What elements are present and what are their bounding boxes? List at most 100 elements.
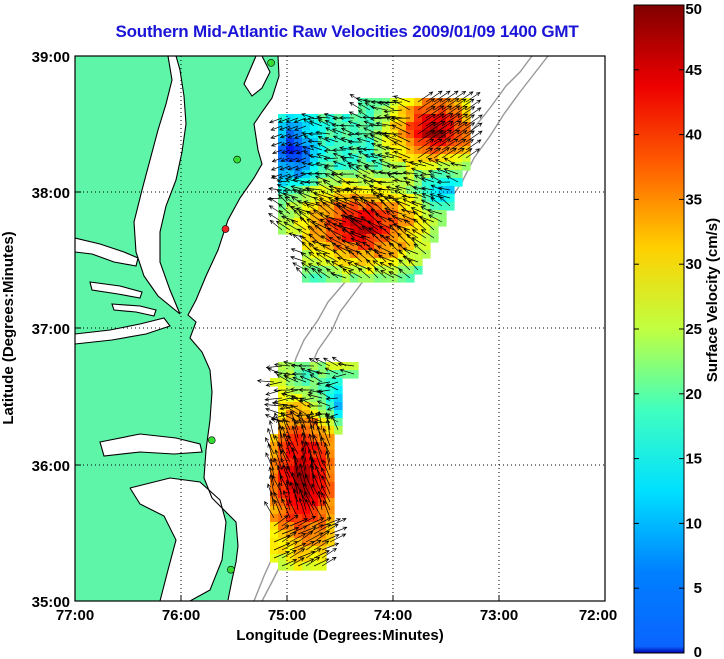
velocity-arrow [277, 425, 283, 447]
velocity-cell [278, 506, 287, 515]
velocity-arrow [392, 165, 411, 170]
velocity-arrow [384, 134, 403, 143]
velocity-arrow [278, 203, 291, 215]
velocity-cell [366, 170, 375, 179]
velocity-cell [310, 554, 319, 563]
y-tick-label: 36:00 [32, 458, 70, 475]
velocity-cell [382, 122, 391, 131]
velocity-arrow [281, 149, 291, 154]
velocity-cell [294, 130, 303, 139]
velocity-cell [286, 378, 295, 387]
velocity-cell [326, 418, 335, 427]
velocity-arrow [280, 157, 291, 163]
velocity-cell [366, 146, 375, 155]
velocity-cell [414, 202, 423, 211]
velocity-cell [286, 226, 295, 235]
velocity-arrow [371, 233, 387, 247]
velocity-arrow [418, 215, 435, 223]
velocity-cell [406, 146, 415, 155]
velocity-cell [302, 490, 311, 499]
velocity-arrow [308, 154, 323, 159]
velocity-cell [342, 210, 351, 219]
velocity-cell [382, 258, 391, 267]
velocity-arrow [369, 179, 387, 184]
velocity-cell [366, 234, 375, 243]
velocity-cell [342, 138, 351, 147]
velocity-arrow [384, 100, 403, 105]
velocity-cell [454, 154, 463, 163]
velocity-cell [326, 426, 335, 435]
velocity-arrow [303, 135, 315, 143]
velocity-arrow [457, 98, 475, 111]
velocity-arrow [292, 188, 307, 199]
velocity-arrow [297, 228, 315, 239]
velocity-cell [438, 218, 447, 227]
velocity-cell [358, 274, 367, 283]
velocity-cell [430, 218, 439, 227]
velocity-arrow [308, 357, 323, 367]
velocity-arrow [323, 223, 339, 239]
velocity-cell [366, 210, 375, 219]
velocity-cell [294, 194, 303, 203]
velocity-arrow [376, 245, 395, 255]
velocity-arrow [350, 217, 371, 231]
velocity-cell [342, 370, 351, 379]
velocity-cell [342, 274, 351, 283]
velocity-cell [270, 530, 279, 539]
velocity-arrow [450, 162, 467, 167]
velocity-arrow [360, 216, 379, 231]
velocity-cell [270, 538, 279, 547]
velocity-cell [326, 458, 335, 467]
velocity-cell [334, 402, 343, 411]
velocity-cell [286, 138, 295, 147]
velocity-cell [326, 130, 335, 139]
velocity-cell [390, 210, 399, 219]
velocity-cell [278, 522, 287, 531]
x-tick-label: 75:00 [268, 607, 306, 624]
velocity-cell [302, 450, 311, 459]
velocity-arrow [427, 157, 443, 167]
velocity-arrow [359, 197, 379, 207]
velocity-cell [366, 242, 375, 251]
velocity-cell [278, 186, 287, 195]
velocity-arrow [276, 179, 291, 184]
velocity-cell [302, 170, 311, 179]
velocity-cell [366, 114, 375, 123]
velocity-cell [454, 130, 463, 139]
velocity-cell [422, 154, 431, 163]
velocity-arrow [385, 116, 403, 127]
velocity-arrow [402, 255, 419, 263]
velocity-arrow [411, 229, 427, 239]
velocity-cell [286, 458, 295, 467]
velocity-cell [318, 242, 327, 251]
velocity-cell [294, 538, 303, 547]
velocity-cell [438, 130, 447, 139]
velocity-cell [358, 106, 367, 115]
potomac-river [75, 238, 138, 266]
velocity-cell [406, 178, 415, 187]
velocity-arrow [433, 147, 450, 159]
velocity-cell [326, 482, 335, 491]
velocity-cell [294, 218, 303, 227]
velocity-cell [286, 402, 295, 411]
velocity-arrow [393, 178, 411, 183]
velocity-arrow [273, 515, 289, 527]
y-tick-label: 39:00 [32, 49, 70, 66]
velocity-cell [406, 242, 415, 251]
velocity-arrow [289, 481, 299, 503]
velocity-arrow [457, 114, 475, 127]
velocity-arrow [413, 243, 427, 255]
velocity-cell [318, 186, 327, 195]
velocity-cell [326, 378, 335, 387]
velocity-arrow [305, 210, 323, 223]
velocity-cell [302, 130, 311, 139]
velocity-arrow [364, 166, 379, 175]
velocity-arrow [347, 152, 363, 159]
velocity-arrow [298, 211, 315, 223]
velocity-arrow [325, 450, 331, 471]
velocity-arrow [341, 229, 363, 239]
velocity-arrow [457, 106, 476, 119]
colorbar-ticks: 0 5 10 15 20 25 30 35 40 45 50 [634, 1, 702, 659]
velocity-cell [366, 162, 375, 171]
velocity-arrow [403, 228, 419, 239]
